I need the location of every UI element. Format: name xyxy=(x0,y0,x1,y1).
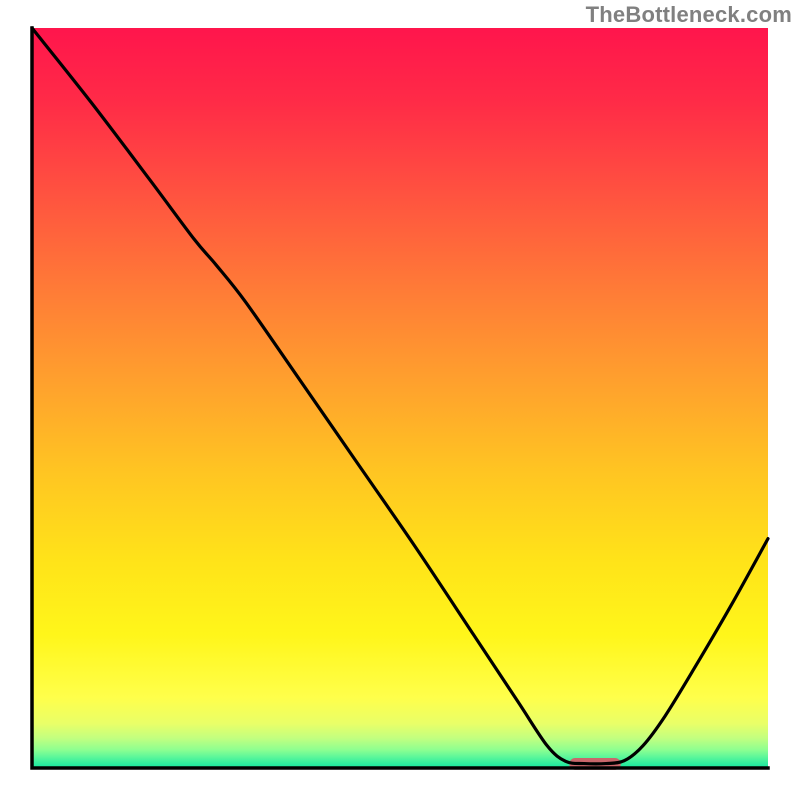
chart-background xyxy=(32,28,768,768)
attribution-label: TheBottleneck.com xyxy=(586,2,792,28)
chart-container: TheBottleneck.com xyxy=(0,0,800,800)
bottleneck-chart xyxy=(0,0,800,800)
